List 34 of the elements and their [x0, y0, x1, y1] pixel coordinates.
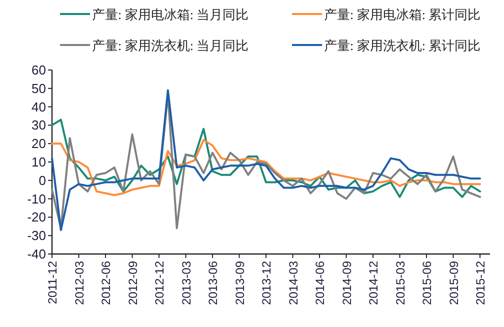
x-tick-label: 2012-12 — [152, 260, 166, 306]
y-tick-label: -10 — [27, 191, 46, 206]
y-tick-label: 0 — [38, 172, 46, 188]
y-tick-label: -20 — [27, 210, 46, 225]
x-tick-label: 2013-03 — [179, 260, 194, 306]
x-tick-label: 2013-12 — [260, 260, 274, 306]
y-tick-label: 50 — [32, 80, 46, 96]
y-tick-label: 10 — [32, 154, 46, 170]
x-tick-label: 2013-09 — [232, 260, 247, 306]
x-tick-label: 2013-06 — [206, 260, 220, 306]
legend-label: 产量: 家用洗衣机: 当月同比 — [92, 38, 249, 53]
x-tick-label: 2015-09 — [446, 260, 461, 306]
y-tick-label: 40 — [32, 99, 46, 114]
line-series — [51, 118, 481, 198]
x-tick-label: 2014-09 — [340, 260, 354, 306]
x-tick-label: 2012-06 — [99, 260, 113, 306]
x-tick-label: 2012-03 — [72, 260, 86, 306]
line-series — [51, 138, 481, 196]
x-tick-label: 2014-03 — [286, 260, 300, 306]
y-tick-label: 30 — [32, 118, 46, 133]
legend-label: 产量: 家用电冰箱: 当月同比 — [92, 7, 249, 22]
y-tick-label: -40 — [27, 246, 46, 262]
x-tick-label: 2014-06 — [313, 260, 327, 306]
legend-label: 产量: 家用洗衣机: 累计同比 — [324, 38, 481, 53]
y-tick-label: 60 — [32, 62, 46, 78]
y-tick-label: -30 — [27, 228, 46, 244]
y-tick-label: 20 — [32, 136, 46, 152]
x-tick-label: 2015-12 — [474, 260, 488, 306]
x-tick-label: 2012-09 — [126, 260, 140, 306]
x-tick-label: 2015-03 — [393, 260, 408, 306]
x-tick-label: 2014-12 — [366, 260, 380, 306]
x-tick-label: 2011-12 — [46, 260, 60, 304]
legend-label: 产量: 家用电冰箱: 累计同比 — [324, 7, 481, 22]
x-tick-label: 2015-06 — [420, 260, 434, 306]
